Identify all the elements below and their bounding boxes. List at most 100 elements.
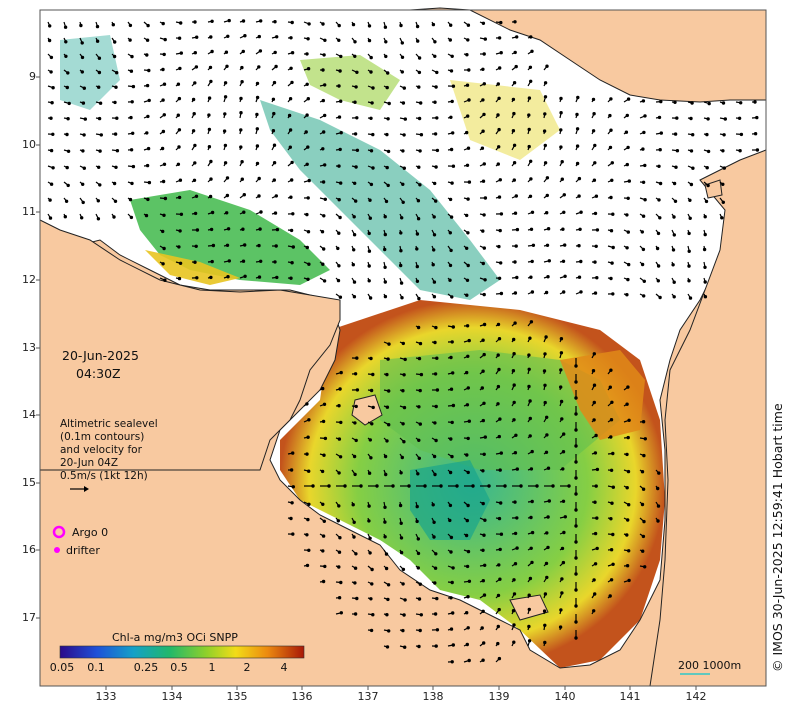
- current-arrow-head: [432, 215, 436, 219]
- current-arrow-head: [306, 277, 310, 281]
- current-arrow-head: [626, 196, 630, 200]
- current-arrow-head: [609, 228, 614, 233]
- current-arrow-head: [65, 132, 69, 137]
- current-arrow-head: [259, 19, 263, 23]
- current-arrow-head: [323, 436, 328, 441]
- current-arrow-head: [560, 417, 564, 421]
- current-arrow-head: [574, 524, 578, 528]
- current-arrow-head: [530, 259, 534, 264]
- current-arrow-head: [543, 383, 547, 387]
- current-arrow-head: [641, 534, 646, 539]
- current-arrow-head: [611, 485, 616, 489]
- current-arrow-head: [656, 519, 660, 523]
- current-arrow-head: [387, 101, 391, 106]
- current-arrow-head: [322, 453, 326, 457]
- current-arrow-head: [416, 216, 421, 221]
- current-arrow-head: [209, 227, 214, 232]
- current-arrow-head: [352, 280, 357, 284]
- current-arrow-head: [641, 487, 646, 491]
- current-arrow-head: [433, 132, 438, 136]
- current-arrow-head: [466, 146, 471, 150]
- current-arrow-head: [115, 148, 120, 153]
- current-arrow-head: [399, 281, 404, 285]
- current-arrow-head: [511, 609, 516, 613]
- current-arrow-head: [177, 245, 181, 249]
- current-arrow-head: [368, 198, 372, 202]
- current-arrow-head: [592, 418, 596, 422]
- current-arrow-head: [145, 53, 149, 57]
- current-arrow-head: [702, 247, 707, 252]
- current-arrow-head: [355, 596, 359, 601]
- y-tick-12: 12: [22, 273, 36, 286]
- current-arrow-head: [433, 100, 437, 104]
- current-arrow-head: [337, 264, 341, 268]
- current-arrow-head: [511, 97, 516, 102]
- current-arrow-head: [178, 229, 182, 233]
- current-arrow-head: [241, 19, 246, 23]
- current-arrow-head: [433, 54, 437, 59]
- current-arrow-head: [562, 432, 566, 436]
- current-arrow-head: [343, 484, 347, 488]
- current-arrow-head: [528, 416, 533, 421]
- current-arrow-head: [79, 216, 84, 220]
- current-arrow-head: [559, 399, 564, 404]
- current-arrow-head: [432, 280, 437, 284]
- current-arrow-head: [383, 520, 387, 524]
- current-arrow-head: [289, 36, 293, 40]
- current-arrow-head: [449, 23, 453, 27]
- current-arrow-head: [625, 402, 629, 406]
- current-arrow-head: [450, 340, 454, 344]
- current-arrow-head: [625, 113, 630, 118]
- current-arrow-head: [417, 296, 421, 301]
- current-arrow-head: [642, 130, 646, 135]
- current-arrow-head: [559, 337, 564, 341]
- current-arrow-head: [611, 562, 615, 567]
- current-arrow-head: [448, 470, 453, 475]
- current-arrow-head: [353, 132, 358, 136]
- current-arrow-head: [222, 129, 227, 133]
- current-arrow-head: [574, 492, 578, 496]
- current-arrow-head: [353, 54, 357, 59]
- current-arrow-head: [239, 145, 243, 149]
- current-arrow-head: [641, 99, 646, 103]
- current-arrow-head: [226, 227, 231, 231]
- current-arrow-head: [497, 145, 501, 149]
- current-arrow-head: [465, 564, 470, 569]
- current-arrow-head: [401, 149, 405, 153]
- current-arrow-head: [402, 133, 406, 137]
- current-arrow-head: [466, 386, 470, 390]
- current-arrow-head: [574, 508, 578, 512]
- current-arrow-head: [368, 216, 372, 220]
- current-arrow-head: [595, 546, 599, 551]
- current-arrow-head: [210, 259, 214, 264]
- current-arrow-head: [306, 435, 310, 439]
- current-arrow-head: [512, 178, 517, 182]
- current-arrow-head: [625, 293, 629, 297]
- current-arrow-head: [609, 195, 613, 200]
- current-arrow-head: [402, 86, 406, 90]
- current-arrow-head: [225, 193, 230, 198]
- current-arrow-head: [80, 55, 85, 60]
- current-arrow-head: [305, 245, 309, 250]
- current-arrow-head: [371, 372, 375, 377]
- current-arrow-head: [145, 163, 150, 168]
- current-arrow-head: [351, 263, 355, 267]
- current-arrow-head: [655, 246, 660, 251]
- current-arrow-head: [512, 143, 517, 147]
- current-arrow-head: [592, 111, 596, 116]
- current-arrow-head: [307, 502, 311, 506]
- current-arrow-head: [610, 501, 614, 505]
- current-arrow-head: [497, 276, 502, 280]
- current-arrow-head: [593, 291, 598, 295]
- current-arrow-head: [320, 469, 325, 474]
- current-arrow-head: [559, 110, 563, 115]
- current-arrow-head: [643, 437, 648, 441]
- current-arrow-head: [656, 279, 661, 283]
- current-arrow-head: [48, 216, 53, 220]
- current-arrow-head: [482, 533, 486, 537]
- current-arrow-head: [432, 295, 437, 299]
- current-arrow-head: [240, 159, 244, 164]
- current-arrow-head: [195, 276, 199, 280]
- current-arrow-head: [259, 259, 263, 263]
- current-arrow-head: [574, 396, 578, 400]
